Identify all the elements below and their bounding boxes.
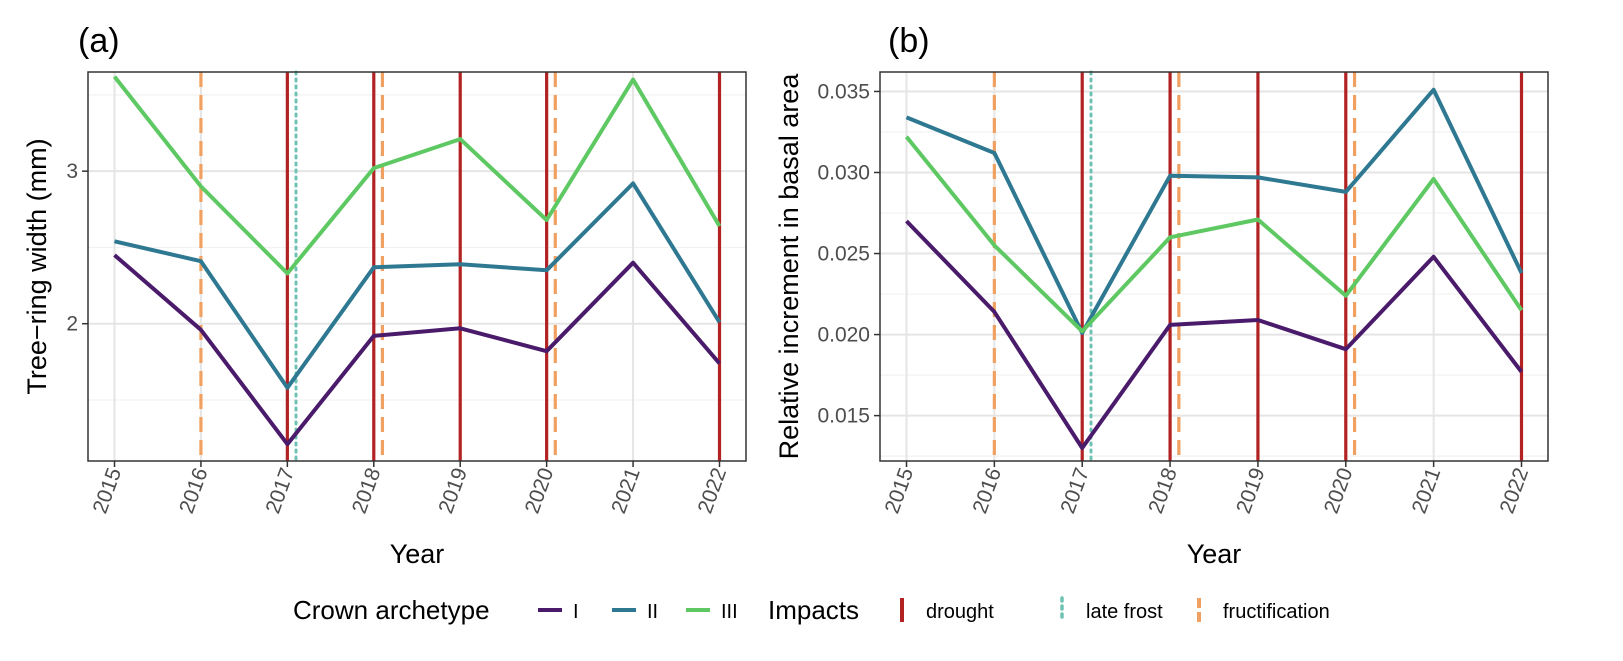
x-tick-label: 2016 [175,465,213,517]
y-axis-title: Relative increment in basal area [774,73,804,460]
y-tick-label: 2 [66,313,78,336]
series-line-ii [114,181,722,390]
series-line-iii [112,75,722,276]
x-tick-label: 2017 [261,465,299,517]
drought-legend-label: drought [926,601,994,623]
crown-legend-title: Crown archetype [293,595,490,625]
x-tick-label: 2019 [1232,465,1270,517]
x-tick-label: 2015 [881,465,919,517]
plot-border [879,71,1549,462]
x-tick-label: 2016 [968,465,1006,517]
x-tick-label: 2021 [1408,465,1446,517]
panel-tag: (a) [78,22,120,60]
crown-legend-label: II [647,601,658,623]
fructification-legend-label: fructification [1223,601,1330,623]
plot-border [87,71,747,462]
y-tick-label: 0.030 [817,161,870,184]
series-line-ii [905,87,1524,335]
panel-a: (a) 2 3 2015 2016 2017 2018 2019 2020 2021 2022 Yea… [22,22,747,569]
x-tick-label: 2020 [521,465,559,517]
y-axis-title: Tree−ring width (mm) [22,138,52,394]
series-line-i [113,253,722,447]
late-frost-legend-label: late frost [1086,601,1163,623]
x-tick-label: 2022 [694,465,732,517]
series-line-iii [904,135,1524,334]
impacts-legend-title: Impacts [768,595,859,625]
x-tick-label: 2015 [89,465,127,517]
x-tick-label: 2022 [1496,465,1534,517]
y-tick-label: 0.035 [817,80,870,103]
y-tick-label: 0.025 [817,243,870,266]
x-tick-label: 2018 [348,465,386,517]
x-axis-title: Year [390,539,445,569]
x-tick-label: 2018 [1144,465,1182,517]
panel-b: (b) 0.015 0.020 0.025 0.030 0.035 2015 2016 2017… [774,22,1549,569]
y-tick-label: 3 [66,160,78,183]
x-tick-label: 2017 [1056,465,1094,517]
x-axis-title: Year [1187,539,1242,569]
legend: Crown archetype I II III Impacts drought late … [293,595,1330,625]
y-tick-label: 0.020 [817,324,870,347]
x-tick-label: 2021 [607,465,645,517]
crown-legend-label: I [573,601,579,623]
y-tick-label: 0.015 [817,405,870,428]
crown-legend-label: III [721,601,738,623]
series-line-i [905,219,1524,450]
x-tick-label: 2019 [434,465,472,517]
x-tick-label: 2020 [1320,465,1358,517]
panel-tag: (b) [888,22,930,60]
